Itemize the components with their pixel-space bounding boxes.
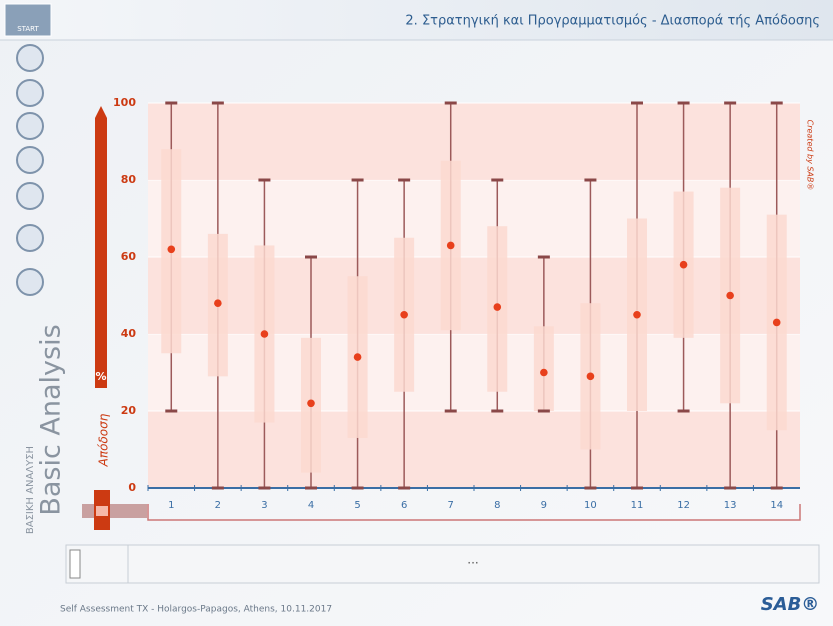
- x-tick-label: 5: [354, 500, 360, 511]
- scroll-widget: [82, 490, 801, 530]
- mean-dot: [772, 318, 781, 327]
- menu-icon[interactable]: [16, 79, 44, 107]
- grid-band: [148, 411, 800, 488]
- mean-dot: [679, 260, 688, 269]
- grid-band: [148, 257, 800, 334]
- footer-text: Self Assessment TX - Holargos-Papagos, A…: [60, 605, 332, 615]
- scroll-track: [82, 504, 147, 518]
- panel-text: ...: [467, 553, 478, 567]
- menu-icon[interactable]: [16, 224, 44, 252]
- start-button[interactable]: [4, 3, 52, 37]
- x-tick-label: 13: [724, 500, 737, 511]
- x-bracket: [147, 504, 801, 521]
- mean-dot: [446, 241, 455, 250]
- credit: Created by SAB®: [806, 120, 815, 191]
- mean-dot: [214, 299, 222, 308]
- bottom-panel: [65, 544, 820, 584]
- x-tick-label: 6: [401, 500, 407, 511]
- x-tick-label: 8: [494, 500, 500, 511]
- unit-label: %: [95, 370, 106, 383]
- y-tick-label: 40: [121, 327, 137, 340]
- footer-logo: SAB®: [761, 594, 820, 615]
- x-tick-label: 14: [770, 500, 783, 511]
- mean-dot: [260, 330, 269, 338]
- mean-dot: [353, 353, 362, 361]
- menu-icon[interactable]: [16, 112, 44, 140]
- x-tick-label: 9: [541, 500, 547, 511]
- x-tick-label: 12: [677, 500, 690, 511]
- y-arrow: [95, 106, 107, 388]
- mean-dot: [400, 310, 408, 319]
- x-tick-label: 1: [168, 500, 174, 511]
- header-bar: [0, 0, 833, 40]
- menu-icon[interactable]: [16, 182, 44, 210]
- mean-dot: [307, 399, 315, 408]
- grid-band: [148, 103, 800, 180]
- x-tick-label: 10: [584, 500, 597, 511]
- y-tick-label: 20: [121, 404, 137, 417]
- y-tick-label: 80: [121, 173, 137, 186]
- page-title: 2. Στρατηγική και Προγραμματισμός - Διασ…: [405, 14, 820, 29]
- panel-spinner[interactable]: [69, 549, 81, 579]
- side-menu: [16, 44, 44, 296]
- x-tick-label: 4: [308, 500, 314, 511]
- menu-icon[interactable]: [16, 146, 44, 174]
- x-tick-label: 3: [261, 500, 267, 511]
- x-tick-label: 11: [631, 500, 644, 511]
- start-label: START: [17, 25, 39, 33]
- mean-dot: [586, 372, 595, 381]
- x-tick-label: 7: [448, 500, 454, 511]
- y-axis-label: Απόδοση: [97, 413, 111, 467]
- sidebar-title: Basic Analysis: [36, 324, 67, 515]
- y-tick-label: 100: [113, 96, 136, 109]
- mean-dot: [633, 310, 641, 319]
- box: [533, 326, 554, 411]
- y-tick-label: 60: [121, 250, 137, 263]
- menu-icon[interactable]: [16, 44, 44, 72]
- menu-icon[interactable]: [16, 268, 44, 296]
- x-tick-label: 2: [215, 500, 221, 511]
- mean-dot: [540, 368, 548, 377]
- scroll-handle-center: [96, 506, 108, 516]
- y-tick-label: 0: [128, 481, 136, 494]
- mean-dot: [167, 245, 176, 254]
- mean-dot: [726, 291, 734, 300]
- mean-dot: [493, 303, 502, 311]
- sidebar-subtitle: ΒΑΣΙΚΗ ΑΝΑΛΥΣΗ: [25, 446, 36, 534]
